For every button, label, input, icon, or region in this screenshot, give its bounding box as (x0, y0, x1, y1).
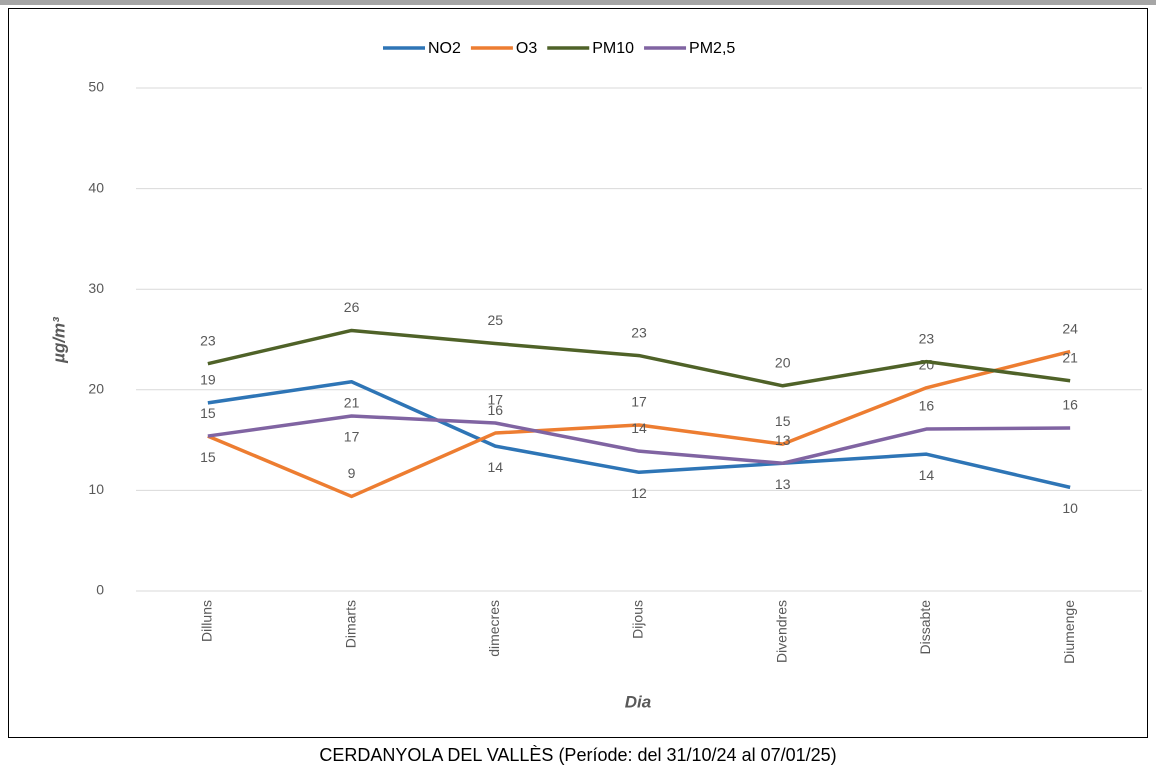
x-tick-label: Dijous (630, 600, 646, 639)
x-tick-label: Dissabte (917, 600, 933, 655)
legend-label: PM2,5 (689, 40, 735, 57)
data-label: 9 (348, 465, 356, 481)
x-tick-label: Dilluns (199, 600, 215, 642)
data-label: 20 (775, 354, 791, 370)
data-label: 16 (1062, 397, 1078, 413)
y-tick-label: 0 (96, 582, 104, 598)
data-label: 15 (200, 449, 216, 465)
data-label: 19 (200, 372, 216, 388)
data-label: 14 (631, 420, 647, 436)
data-label: 16 (487, 402, 503, 418)
y-tick-label: 10 (88, 481, 104, 497)
data-label: 12 (631, 485, 647, 501)
x-tick-label: Divendres (773, 600, 789, 663)
data-label: 15 (200, 405, 216, 421)
chart-title: CERDANYOLA DEL VALLÈS (Període: del 31/1… (319, 745, 836, 765)
data-label: 17 (344, 429, 360, 445)
data-label: 14 (487, 459, 503, 475)
legend-label: O3 (516, 40, 537, 57)
data-label: 25 (487, 312, 503, 328)
data-label: 23 (200, 332, 216, 348)
chart-frame (8, 8, 1148, 738)
x-axis-label: Dia (625, 692, 651, 711)
data-label: 23 (919, 330, 935, 346)
y-tick-label: 50 (88, 79, 104, 95)
series-line (207, 414, 1071, 465)
data-label: 24 (1062, 320, 1078, 336)
data-label: 21 (1062, 349, 1078, 365)
data-label: 20 (919, 356, 935, 372)
data-label: 15 (775, 413, 791, 429)
series-line (207, 328, 1071, 388)
series-line (207, 380, 1071, 490)
x-tick-label: dimecres (486, 600, 502, 657)
data-label: 16 (919, 398, 935, 414)
legend-label: NO2 (428, 40, 461, 57)
data-label: 13 (775, 476, 791, 492)
data-label: 14 (919, 467, 935, 483)
data-label: 26 (344, 299, 360, 315)
data-label: 10 (1062, 500, 1078, 516)
x-tick-label: Dimarts (342, 600, 358, 648)
data-label: 23 (631, 324, 647, 340)
data-label: 13 (775, 432, 791, 448)
data-label: 17 (487, 392, 503, 408)
y-axis-label: µg/m³ (49, 316, 68, 364)
legend-label: PM10 (592, 40, 634, 57)
series-line (207, 349, 1071, 499)
y-tick-label: 20 (88, 381, 104, 397)
top-bar (0, 0, 1156, 5)
y-tick-label: 40 (88, 179, 104, 195)
x-tick-label: Diumenge (1061, 600, 1077, 664)
data-label: 21 (344, 394, 360, 410)
data-label: 17 (631, 394, 647, 410)
y-tick-label: 30 (88, 280, 104, 296)
